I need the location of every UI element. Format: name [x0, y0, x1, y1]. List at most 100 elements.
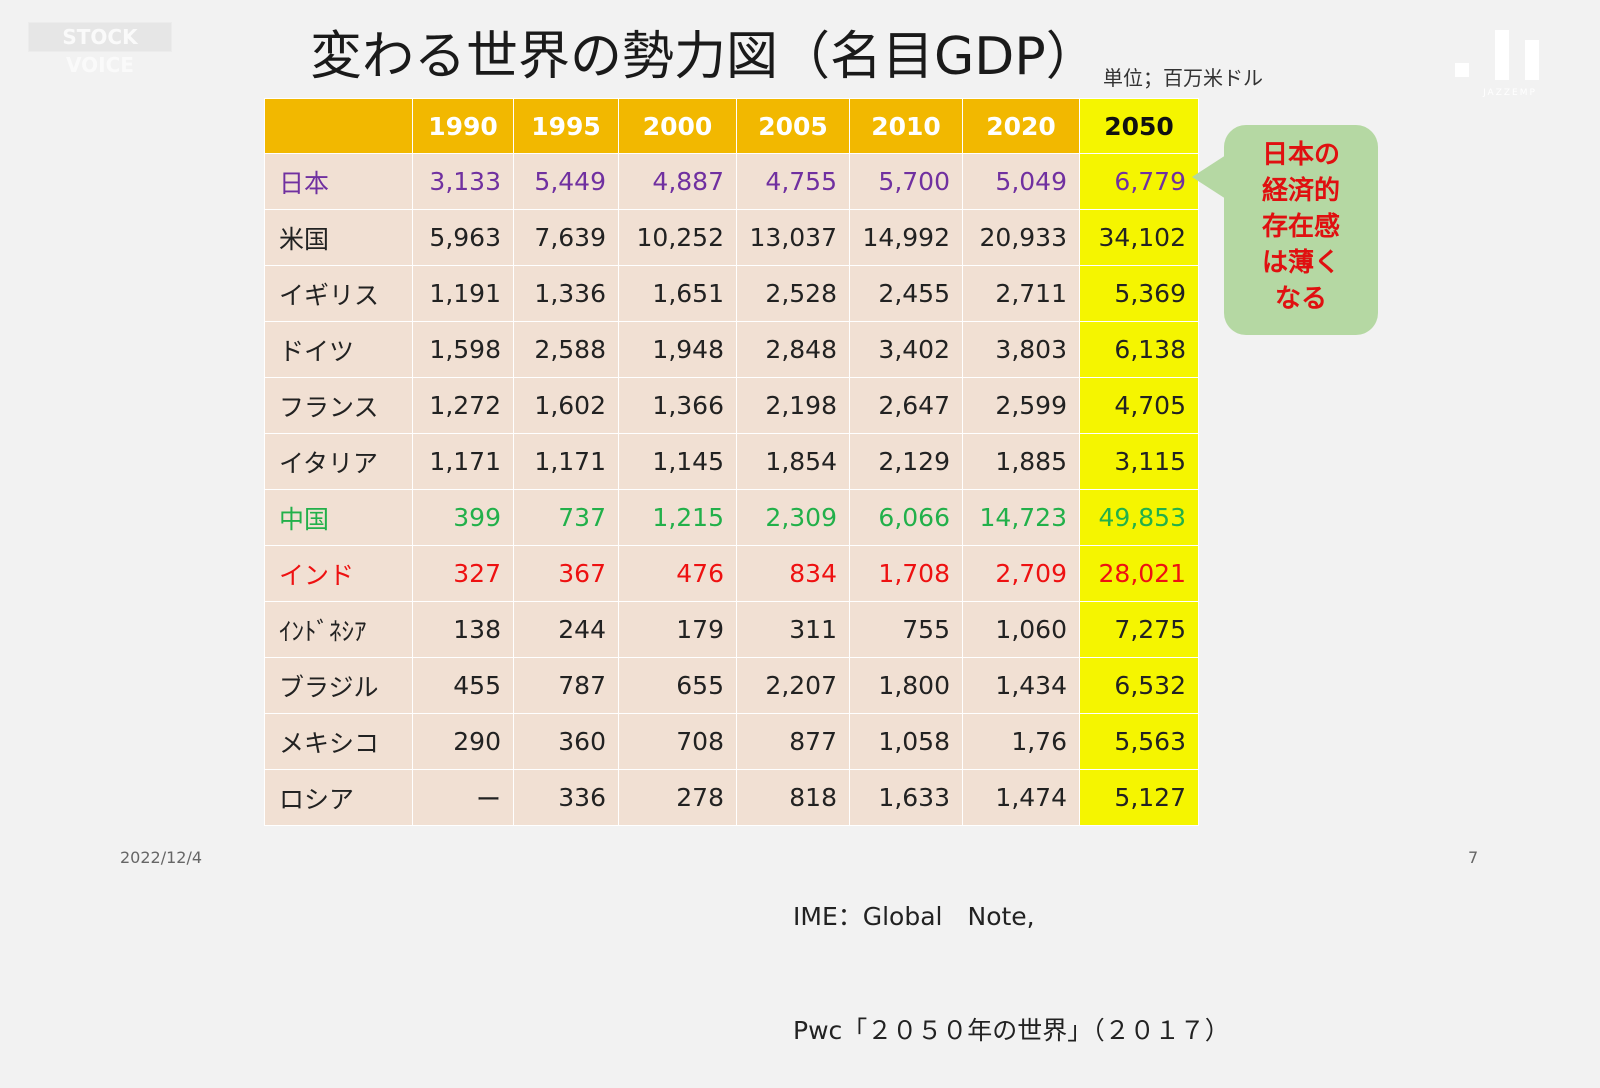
country-name-cell: 日本: [264, 153, 413, 210]
gdp-value-cell: 244: [513, 601, 619, 658]
gdp-value-cell: 1,366: [618, 377, 737, 434]
country-name-cell: ブラジル: [264, 657, 413, 714]
gdp-value-cell: 5,963: [412, 209, 514, 266]
gdp-value-cell: 2,709: [962, 545, 1080, 602]
source-citation: IME：Global Note, Pwc「２０５０年の世界」（２０１７）: [793, 822, 1230, 1088]
gdp-value-cell: 2,207: [736, 657, 850, 714]
gdp-value-cell: 138: [412, 601, 514, 658]
gdp-value-cell: 1,171: [513, 433, 619, 490]
gdp-value-cell: 2,647: [849, 377, 963, 434]
country-name-cell: ロシア: [264, 769, 413, 826]
gdp-value-cell: 1,058: [849, 713, 963, 770]
gdp-value-cell: 28,021: [1079, 545, 1199, 602]
header-corner-cell: [264, 98, 413, 154]
gdp-value-cell: 708: [618, 713, 737, 770]
table-row: 日本 3,133 5,449 4,887 4,755 5,700 5,049 6,779: [264, 153, 1199, 210]
country-name-cell: イタリア: [264, 433, 413, 490]
gdp-value-cell: 5,369: [1079, 265, 1199, 322]
country-name-cell: インド: [264, 545, 413, 602]
header-row: 1990 1995 2000 2005 2010 2020 2050: [264, 98, 1199, 154]
gdp-value-cell: 1,598: [412, 321, 514, 378]
gdp-value-cell: 877: [736, 713, 850, 770]
gdp-value-cell: 2,309: [736, 489, 850, 546]
gdp-value-cell: 2,198: [736, 377, 850, 434]
gdp-value-cell: 455: [412, 657, 514, 714]
callout-line: 存在感: [1261, 212, 1340, 242]
country-name-cell: フランス: [264, 377, 413, 434]
gdp-value-cell: 2,129: [849, 433, 963, 490]
table-row: 中国 399 737 1,215 2,309 6,066 14,723 49,853: [264, 489, 1199, 546]
logo-block-left: [1455, 63, 1469, 77]
table-row: ドイツ 1,598 2,588 1,948 2,848 3,402 3,803 6,138: [264, 321, 1199, 378]
gdp-value-cell: 1,060: [962, 601, 1080, 658]
gdp-value-cell: 655: [618, 657, 737, 714]
gdp-value-cell: 34,102: [1079, 209, 1199, 266]
gdp-value-cell: 5,127: [1079, 769, 1199, 826]
year-header-1990: 1990: [412, 98, 514, 154]
gdp-value-cell: 1,145: [618, 433, 737, 490]
gdp-value-cell: 787: [513, 657, 619, 714]
gdp-value-cell: 2,599: [962, 377, 1080, 434]
country-name-cell: 米国: [264, 209, 413, 266]
callout-line: 日本の: [1261, 140, 1340, 170]
slide-title: 変わる世界の勢力図（名目GDP）: [310, 27, 1098, 87]
gdp-value-cell: 1,633: [849, 769, 963, 826]
gdp-value-cell: 20,933: [962, 209, 1080, 266]
gdp-value-cell: 1,272: [412, 377, 514, 434]
unit-label: 単位；百万米ドル: [1103, 66, 1263, 90]
gdp-value-cell: 737: [513, 489, 619, 546]
logo-block-center: [1495, 30, 1509, 80]
gdp-value-cell: 1,171: [412, 433, 514, 490]
callout-line: 経済的: [1261, 176, 1340, 206]
table-row: メキシコ 290 360 708 877 1,058 1,76 5,563: [264, 713, 1199, 770]
gdp-value-cell: 14,723: [962, 489, 1080, 546]
gdp-value-cell: 2,848: [736, 321, 850, 378]
gdp-value-cell: 5,049: [962, 153, 1080, 210]
gdp-value-cell: 336: [513, 769, 619, 826]
gdp-value-cell: 1,948: [618, 321, 737, 378]
gdp-value-cell: 755: [849, 601, 963, 658]
gdp-value-cell: 1,854: [736, 433, 850, 490]
gdp-value-cell: 1,800: [849, 657, 963, 714]
year-header-2010: 2010: [849, 98, 963, 154]
gdp-value-cell: 1,651: [618, 265, 737, 322]
gdp-value-cell: 834: [736, 545, 850, 602]
slide-date: 2022/12/4: [120, 848, 203, 867]
gdp-value-cell: 5,700: [849, 153, 963, 210]
gdp-value-cell: 327: [412, 545, 514, 602]
gdp-value-cell: 2,455: [849, 265, 963, 322]
gdp-value-cell: 3,803: [962, 321, 1080, 378]
gdp-value-cell: 3,133: [412, 153, 514, 210]
source-line-2: Pwc「２０５０年の世界」（２０１７）: [793, 1016, 1230, 1045]
gdp-value-cell: 14,992: [849, 209, 963, 266]
gdp-value-cell: 179: [618, 601, 737, 658]
gdp-value-cell: 4,887: [618, 153, 737, 210]
gdp-value-cell: 1,215: [618, 489, 737, 546]
year-header-2020: 2020: [962, 98, 1080, 154]
gdp-value-cell: 5,449: [513, 153, 619, 210]
gdp-value-cell: 6,066: [849, 489, 963, 546]
gdp-value-cell: 10,252: [618, 209, 737, 266]
year-header-2050: 2050: [1079, 98, 1199, 154]
gdp-value-cell: 3,115: [1079, 433, 1199, 490]
country-name-cell: ドイツ: [264, 321, 413, 378]
table-row: ロシアー 336 278 818 1,633 1,474 5,127: [264, 769, 1199, 826]
table-row: ｲﾝﾄﾞﾈｼｱ 138 244 179 311 755 1,060 7,275: [264, 601, 1199, 658]
gdp-value-cell: 367: [513, 545, 619, 602]
table-body: 日本 3,133 5,449 4,887 4,755 5,700 5,049 6,779 米国 5…: [264, 153, 1199, 826]
gdp-table: 1990 1995 2000 2005 2010 2020 2050 日本 3,133 5,44…: [264, 98, 1199, 826]
country-name-cell: イギリス: [264, 265, 413, 322]
table-row: イタリア 1,171 1,171 1,145 1,854 2,129 1,885 3,115: [264, 433, 1199, 490]
gdp-value-cell: 2,588: [513, 321, 619, 378]
gdp-value-cell: 4,705: [1079, 377, 1199, 434]
gdp-value-cell: 1,434: [962, 657, 1080, 714]
gdp-value-cell: 49,853: [1079, 489, 1199, 546]
gdp-value-cell: 360: [513, 713, 619, 770]
gdp-value-cell: 3,402: [849, 321, 963, 378]
gdp-value-cell: 278: [618, 769, 737, 826]
table-row: フランス 1,272 1,602 1,366 2,198 2,647 2,599 4,705: [264, 377, 1199, 434]
country-name-cell: メキシコ: [264, 713, 413, 770]
year-header-2000: 2000: [618, 98, 737, 154]
gdp-value-cell: 6,532: [1079, 657, 1199, 714]
table-row: インド 327 367 476 834 1,708 2,709 28,021: [264, 545, 1199, 602]
